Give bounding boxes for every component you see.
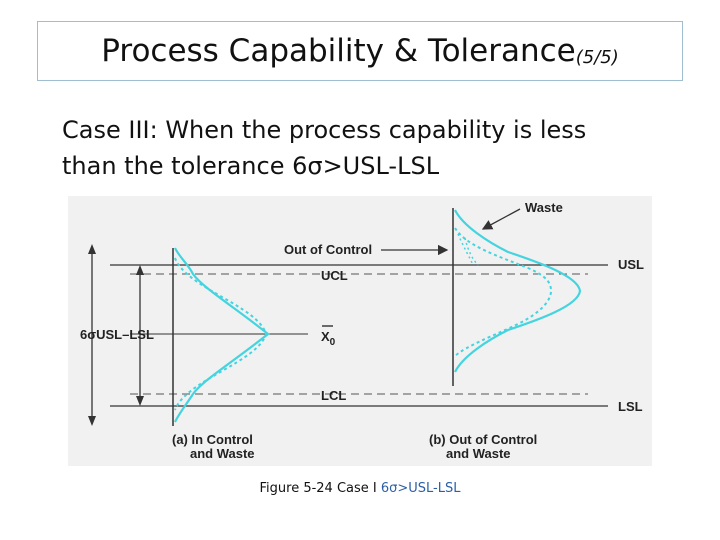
curve-a-outer [174,247,270,423]
label-a-line2: and Waste [190,446,255,461]
waste-arrow [481,208,521,230]
figure-caption: Figure 5-24 Case I 6σ>USL-LSL [0,481,720,496]
caption-prefix: Figure 5-24 Case I [259,481,381,496]
curve-a-inner [174,257,268,411]
tolerance-arrow-head-bottom [136,396,144,406]
six-sigma-arrow-head-bottom [88,416,96,426]
slide-body: Case III: When the process capability is… [62,112,682,184]
tolerance-arrow-head-top [136,265,144,275]
body-line-2: than the tolerance 6σ>USL-LSL [62,152,440,180]
label-lsl: LSL [618,399,643,414]
label-x0-sub: 0 [330,337,336,348]
label-six-sigma: 6σUSL–LSL [80,327,154,342]
figure-svg: Waste Out of Control UCL USL 6σUSL–LSL X… [68,196,652,466]
label-usl: USL [618,257,644,272]
figure-background [68,196,652,466]
label-a-line1: (a) In Control [172,432,253,447]
body-line-1: Case III: When the process capability is… [62,116,587,144]
six-sigma-arrow-head-top [88,244,96,254]
label-x0-main: X [321,329,330,344]
slide-title-main: Process Capability & Tolerance [101,33,576,69]
slide-title: Process Capability & Tolerance(5/5) [101,33,619,69]
label-out-of-control: Out of Control [284,242,372,257]
label-waste: Waste [525,200,563,215]
curve-b-outer [454,209,582,373]
label-lcl: LCL [321,388,346,403]
caption-highlight: 6σ>USL-LSL [380,481,461,496]
label-x0: X0 [321,329,336,348]
label-b-line1: (b) Out of Control [429,432,537,447]
label-b-line2: and Waste [446,446,511,461]
title-box: Process Capability & Tolerance(5/5) [37,21,683,81]
curve-b-inner [454,227,553,357]
label-ucl: UCL [321,268,348,283]
process-capability-figure: Waste Out of Control UCL USL 6σUSL–LSL X… [68,196,652,466]
slide-title-suffix: (5/5) [575,47,619,68]
